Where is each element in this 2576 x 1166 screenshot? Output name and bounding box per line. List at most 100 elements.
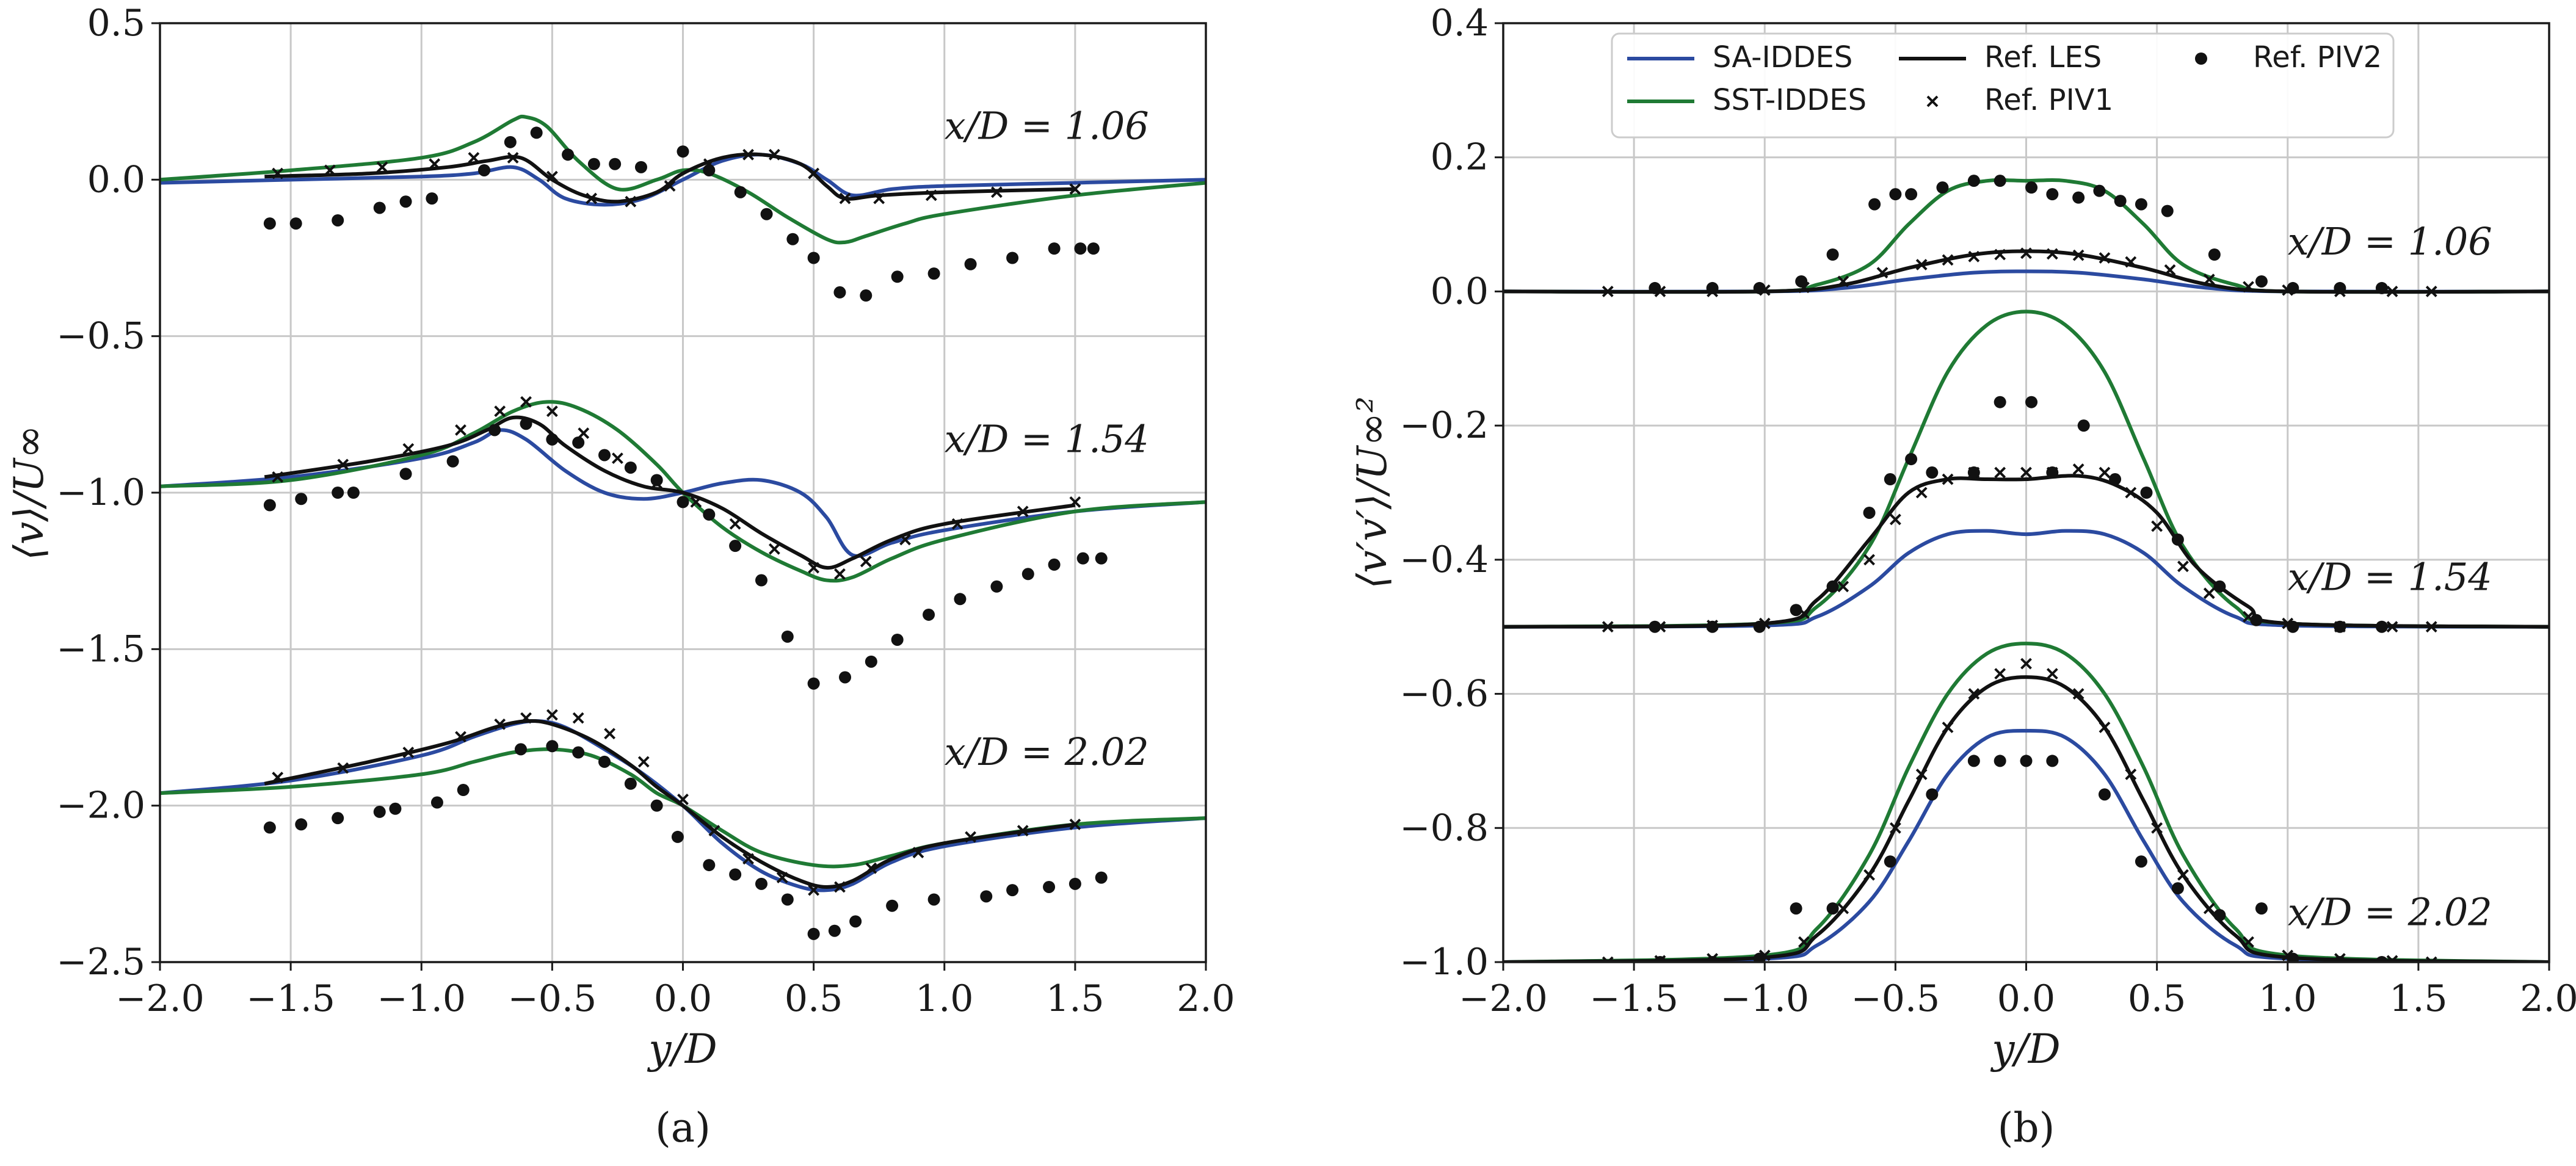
ref-piv2-point xyxy=(1790,902,1802,915)
ref-piv1-point xyxy=(402,747,415,758)
ref-piv2-point xyxy=(478,164,491,176)
ref-piv2-point xyxy=(2334,956,2346,962)
x-tick-label: −1.5 xyxy=(1589,977,1678,1020)
ref-piv1-point xyxy=(1017,825,1029,837)
ref-piv1-point xyxy=(1602,621,1614,633)
legend: SA-IDDES Ref. LES Ref. PIV2 SST-IDDES Ref. P… xyxy=(1611,32,2395,139)
ref-piv1-point xyxy=(612,452,623,465)
ref-piv2-point xyxy=(1967,175,1980,187)
ref-piv1-point xyxy=(637,756,650,768)
ref-piv1-point xyxy=(1942,473,1954,485)
ref-piv2-point xyxy=(2213,580,2226,593)
y-tick-label: −1.5 xyxy=(56,628,145,670)
ref-piv2-point xyxy=(1021,568,1034,581)
ref-piv2-point xyxy=(373,201,386,214)
station-annotation: x/D = 2.02 xyxy=(2288,890,2492,935)
ref-piv2-point xyxy=(781,630,794,643)
ref-piv2-point xyxy=(2046,466,2059,479)
ref-les-line xyxy=(1503,675,2549,962)
ref-piv2-point xyxy=(1087,242,1100,255)
ref-piv1-point xyxy=(2125,768,2137,780)
ref-piv2-point xyxy=(562,148,575,161)
sst-iddes-line xyxy=(1503,642,2549,962)
ref-piv2-point xyxy=(828,924,841,937)
ref-piv1-point xyxy=(808,562,820,574)
y-tick-label: −2.0 xyxy=(56,784,145,827)
ref-piv1-point xyxy=(625,195,637,208)
ref-piv2-point xyxy=(1006,252,1019,264)
ref-piv2-point xyxy=(488,424,501,436)
ref-piv2-point xyxy=(2334,281,2346,294)
ref-piv1-point xyxy=(2386,286,2398,297)
x-tick-label: −2.0 xyxy=(115,977,205,1020)
x-tick-label: −2.0 xyxy=(1459,977,1548,1020)
ref-piv1-point xyxy=(520,396,532,408)
y-tick-label: −1.0 xyxy=(56,471,145,514)
ref-piv2-point xyxy=(2046,755,2059,767)
ref-piv2-point xyxy=(2255,275,2268,288)
ref-piv2-point xyxy=(2287,952,2299,962)
x-tick-label: 2.0 xyxy=(1177,977,1235,1020)
x-tick-label: −1.0 xyxy=(1720,977,1809,1020)
ref-piv2-point xyxy=(624,777,637,790)
ylabel-b: ⟨v′v′⟩/U∞² xyxy=(1349,396,1396,588)
ref-piv2-point xyxy=(520,418,532,430)
ref-piv2-point xyxy=(634,161,647,173)
ref-piv2-point xyxy=(1926,466,1939,479)
caption-b: (b) xyxy=(1998,1104,2055,1151)
ref-piv2-point xyxy=(650,474,663,487)
ref-piv1-point xyxy=(1069,819,1081,830)
ref-piv2-point xyxy=(373,805,386,818)
ref-piv1-point xyxy=(468,152,480,164)
ref-piv2-point xyxy=(2020,755,2033,767)
ref-piv1-point xyxy=(834,881,846,893)
ref-piv2-point xyxy=(1074,242,1087,255)
ref-piv1-point xyxy=(1915,768,1928,780)
ref-piv2-point xyxy=(1967,755,1980,767)
ref-piv1-point xyxy=(860,556,872,568)
x-tick-label: 1.5 xyxy=(2389,977,2447,1020)
legend-sst-iddes-label: SST-IDDES xyxy=(1713,83,1867,117)
ref-piv2-point xyxy=(786,233,799,245)
ref-piv2-point xyxy=(807,927,820,940)
ref-piv2-point xyxy=(1048,558,1061,571)
panel-b: −2.0 −1.5 −1.0 −0.5 0.0 0.5 1.0 1.5 2.0 −1.0 −0.8 −… xyxy=(1349,2,2576,1151)
ref-piv2-point xyxy=(1095,871,1108,884)
ref-piv2-point xyxy=(1967,466,1980,479)
ref-piv2-point xyxy=(295,493,308,505)
ref-piv1-point xyxy=(1602,956,1614,962)
ref-piv2-point xyxy=(1095,552,1108,565)
ref-piv2-point xyxy=(703,164,716,176)
y-tick-label: 0.5 xyxy=(87,2,145,45)
ref-piv2-point xyxy=(990,580,1003,593)
ref-piv2-point xyxy=(2375,620,2388,633)
sa-iddes-line xyxy=(1503,728,2549,962)
ref-piv1-point xyxy=(324,164,336,176)
ref-piv2-point xyxy=(860,289,873,302)
ref-piv2-point xyxy=(347,487,360,499)
ref-piv2-point xyxy=(954,593,967,606)
legend-sa-iddes-label: SA-IDDES xyxy=(1713,40,1852,74)
ref-piv2-point xyxy=(703,508,716,521)
ylabel-a: ⟨v⟩/U∞ xyxy=(5,425,53,560)
ref-piv2-point xyxy=(1068,877,1081,890)
ref-les-line xyxy=(264,415,1076,570)
ref-piv1-point xyxy=(2046,248,2058,260)
ref-piv1-point xyxy=(1968,688,1980,700)
ref-piv2-point xyxy=(927,893,940,906)
ref-piv2-point xyxy=(2375,281,2388,294)
ref-piv1-point xyxy=(2099,252,2111,264)
ref-piv2-point xyxy=(1043,880,1056,893)
ref-piv2-point xyxy=(1753,952,1766,962)
xlabel-b: y/D xyxy=(1990,1026,2060,1073)
ref-piv2-point xyxy=(1905,188,1918,201)
ref-piv1-point xyxy=(1994,466,2006,479)
ref-piv1-point xyxy=(2099,466,2111,479)
ref-piv2-point xyxy=(729,540,742,552)
ref-piv2-point xyxy=(1649,620,1661,633)
ref-piv2-point xyxy=(457,784,470,797)
ref-piv1-point xyxy=(1069,496,1081,508)
sa-iddes-line xyxy=(160,153,1206,207)
ref-piv1-point xyxy=(2125,487,2137,499)
xlabel-a: y/D xyxy=(647,1026,717,1073)
